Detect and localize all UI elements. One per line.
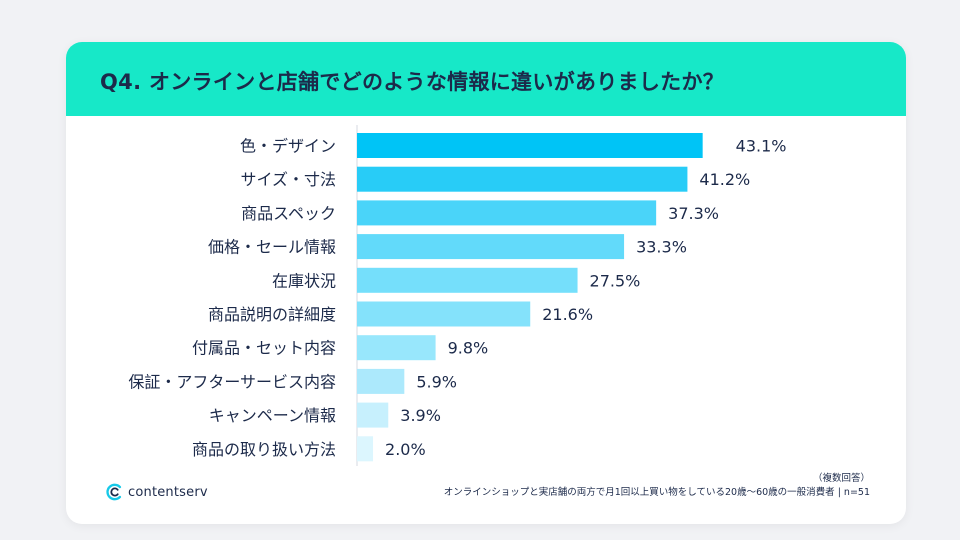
value-label: 33.3%: [636, 238, 687, 257]
category-label: 商品の取り扱い方法: [192, 440, 336, 459]
value-label: 3.9%: [400, 406, 441, 425]
survey-card: Q4. オンラインと店舗でどのような情報に違いがありましたか？ 色・デザイン 43…: [66, 42, 906, 524]
survey-note: （複数回答） オンラインショップと実店舗の両方で月1回以上買い物をしている20歳…: [444, 472, 870, 500]
category-label: キャンペーン情報: [209, 406, 336, 425]
bar: [357, 166, 688, 192]
value-label: 9.8%: [448, 339, 489, 358]
category-label: 付属品・セット内容: [192, 339, 336, 358]
bar: [357, 402, 389, 428]
bar-chart: 色・デザイン 43.1% サイズ・寸法 41.2% 商品スペック 37.3% 価格・セール情…: [128, 125, 787, 466]
contentserv-c-logo-icon: [106, 483, 122, 501]
category-label: 商品説明の詳細度: [208, 305, 336, 324]
value-label: 2.0%: [385, 440, 426, 459]
category-label: 色・デザイン: [240, 137, 336, 156]
multiple-answer-note: （複数回答）: [812, 473, 870, 484]
value-label: 37.3%: [668, 204, 719, 223]
question-title: Q4. オンラインと店舗でどのような情報に違いがありましたか？: [100, 70, 725, 94]
bar: [357, 301, 531, 327]
bar: [357, 234, 625, 260]
category-label: 商品スペック: [241, 204, 336, 223]
bar: [357, 335, 436, 361]
value-label: 27.5%: [590, 271, 641, 290]
bar: [357, 267, 578, 293]
value-label: 41.2%: [699, 170, 750, 189]
respondent-note: オンラインショップと実店舗の両方で月1回以上買い物をしている20歳～60歳の一般…: [443, 487, 870, 498]
category-label: 在庫状況: [272, 271, 336, 290]
category-label: 保証・アフターサービス内容: [128, 372, 336, 391]
category-label: 価格・セール情報: [208, 238, 336, 257]
bar: [357, 200, 657, 226]
bar: [357, 133, 703, 158]
logo-text: contentserv: [128, 484, 208, 500]
category-label: サイズ・寸法: [240, 170, 336, 189]
question-header: Q4. オンラインと店舗でどのような情報に違いがありましたか？: [66, 42, 906, 116]
bar: [357, 436, 374, 462]
value-label: 21.6%: [542, 305, 593, 324]
bar: [357, 368, 405, 394]
brand-logo: contentserv: [106, 480, 208, 504]
value-label: 43.1%: [736, 137, 787, 156]
value-label: 5.9%: [416, 372, 457, 391]
